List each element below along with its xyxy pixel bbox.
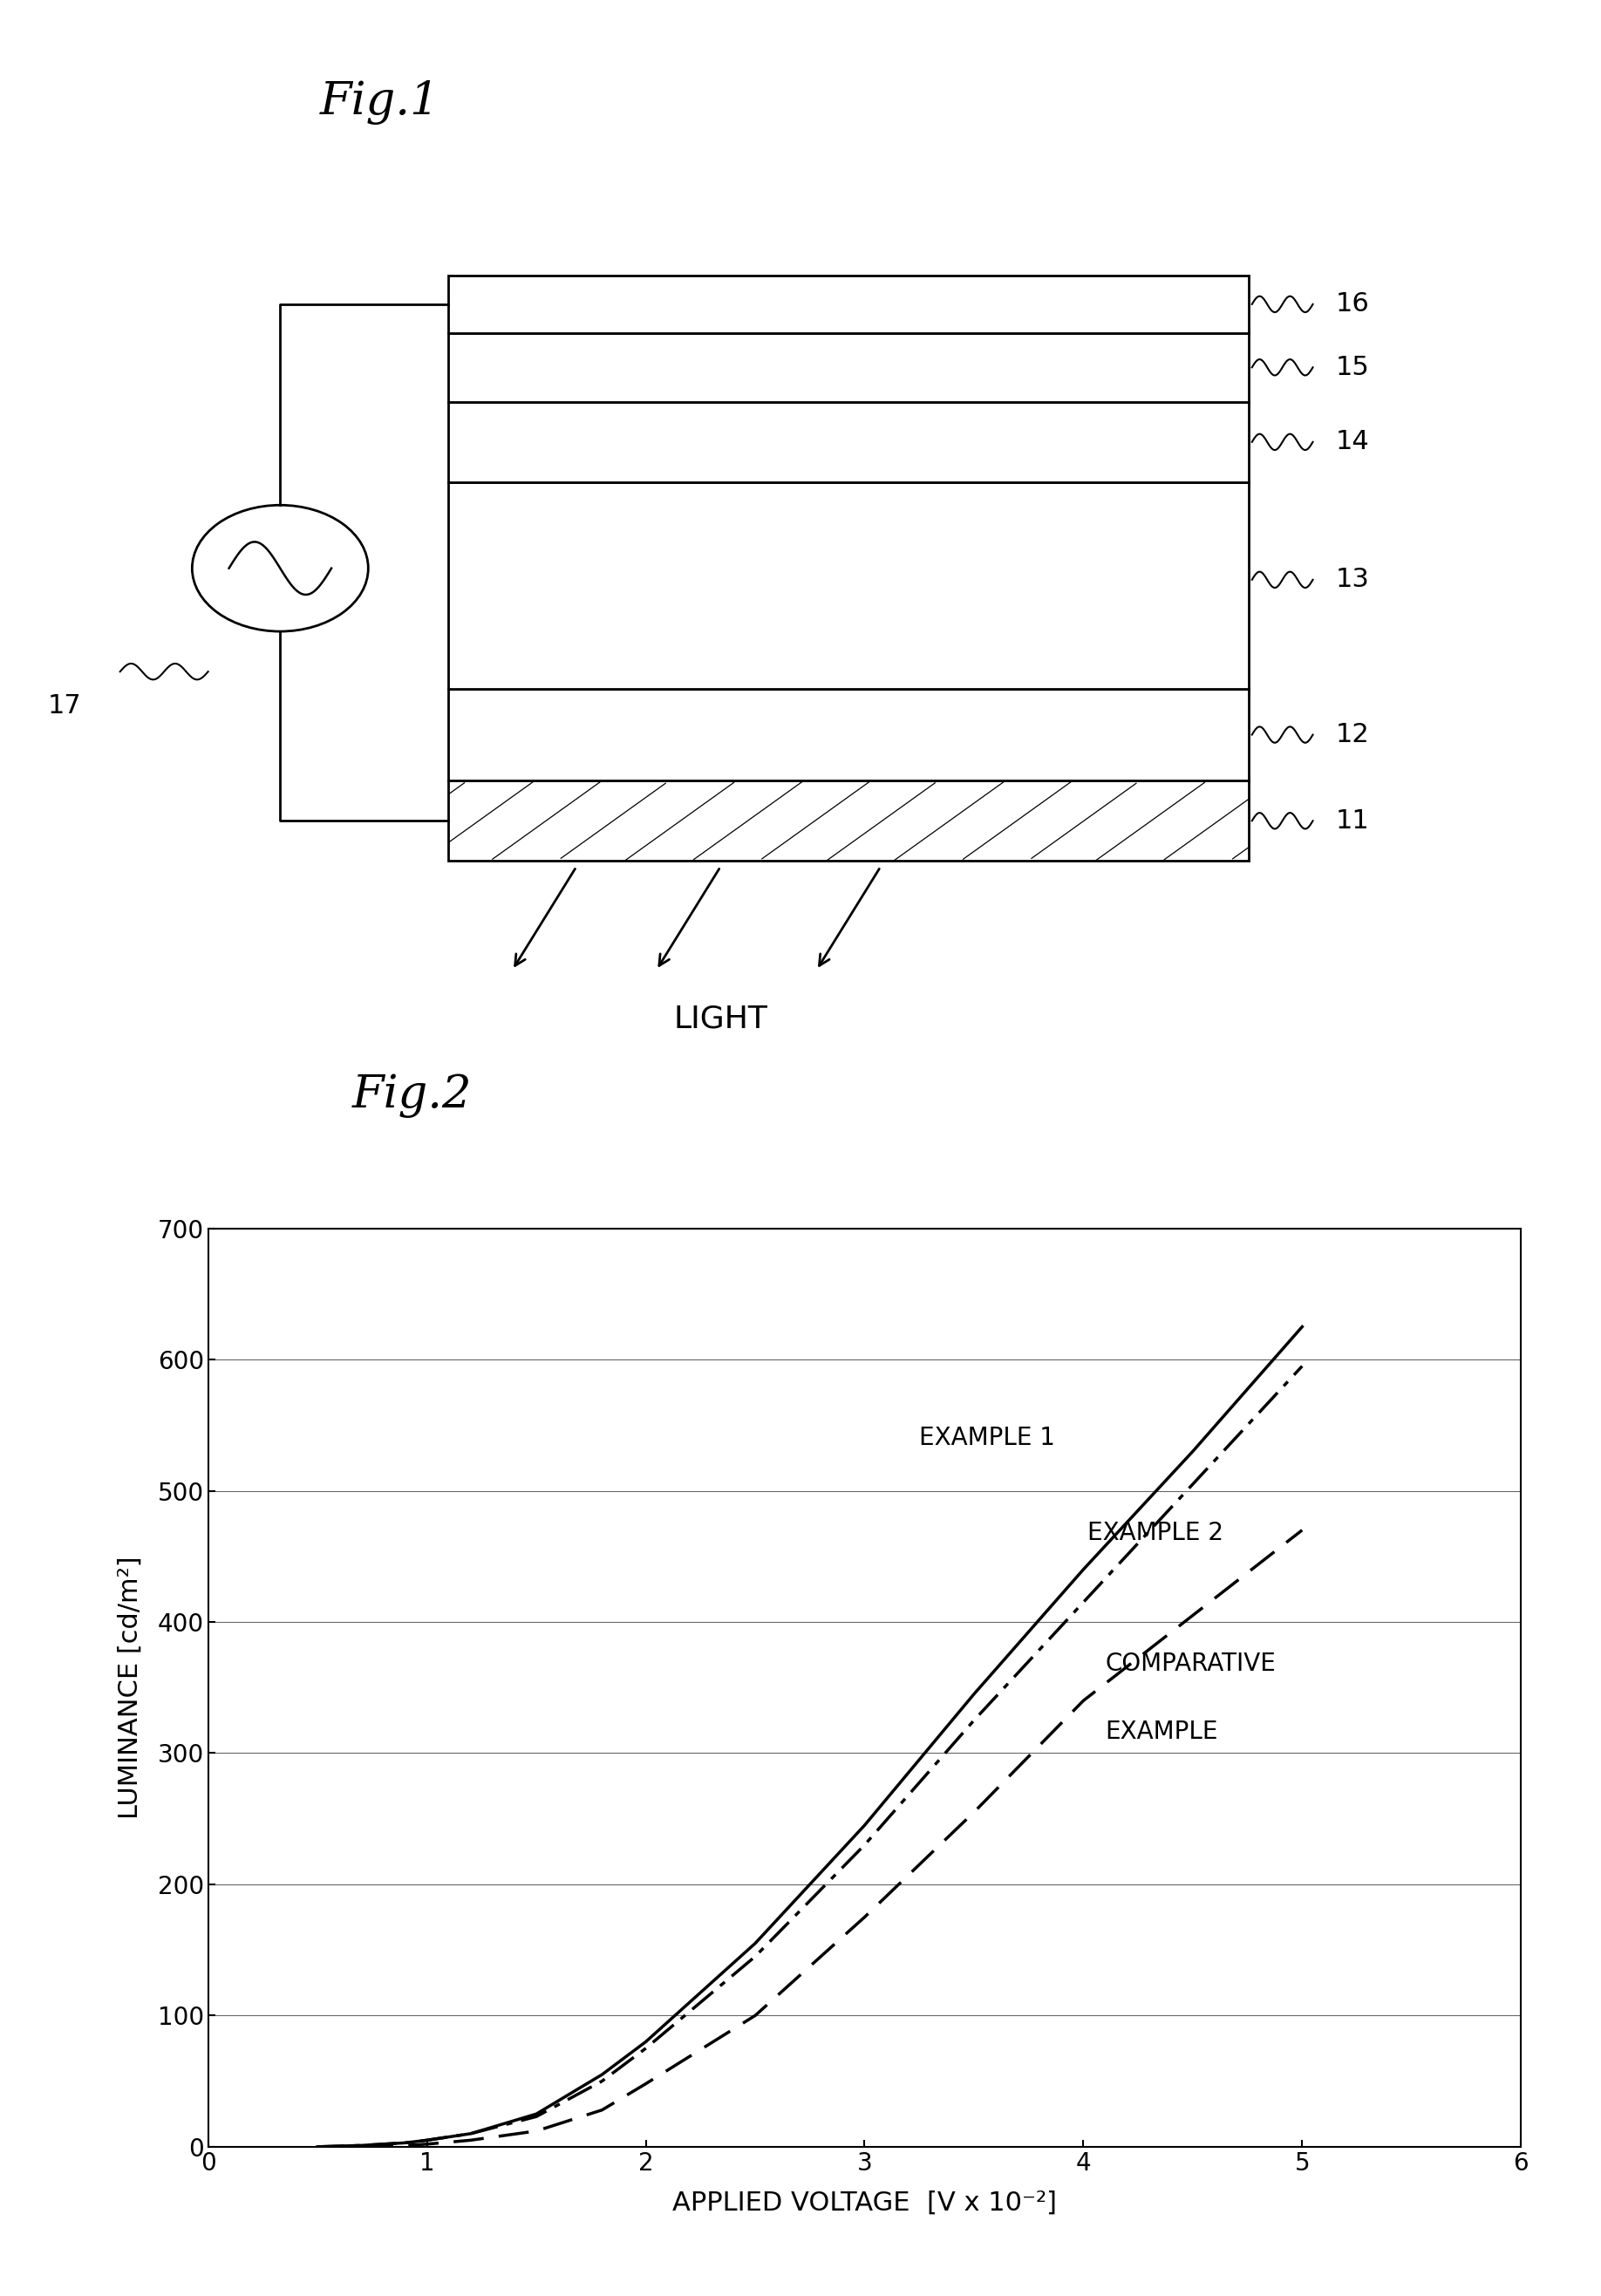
Bar	[448, 482, 1249, 689]
X-axis label: APPLIED VOLTAGE  [V x 10⁻²]: APPLIED VOLTAGE [V x 10⁻²]	[672, 2190, 1057, 2216]
Text: 14: 14	[1335, 429, 1369, 455]
Bar	[448, 689, 1249, 781]
Text: EXAMPLE: EXAMPLE	[1105, 1720, 1218, 1745]
Text: 13: 13	[1335, 567, 1369, 592]
Text: Fig.2: Fig.2	[352, 1075, 472, 1118]
Bar	[448, 781, 1249, 861]
Text: EXAMPLE 1: EXAMPLE 1	[919, 1426, 1055, 1451]
Text: 15: 15	[1335, 354, 1369, 381]
Text: 17: 17	[48, 693, 82, 719]
Text: 16: 16	[1335, 292, 1369, 317]
Text: Fig.1: Fig.1	[320, 80, 440, 124]
Text: COMPARATIVE: COMPARATIVE	[1105, 1651, 1276, 1676]
Text: LIGHT: LIGHT	[674, 1006, 767, 1033]
Text: 11: 11	[1335, 808, 1369, 833]
Bar	[448, 276, 1249, 333]
Bar	[448, 333, 1249, 402]
Bar	[448, 402, 1249, 482]
Text: EXAMPLE 2: EXAMPLE 2	[1087, 1520, 1223, 1545]
Y-axis label: LUMINANCE [cd/m²]: LUMINANCE [cd/m²]	[117, 1557, 142, 1818]
Text: 12: 12	[1335, 721, 1369, 748]
